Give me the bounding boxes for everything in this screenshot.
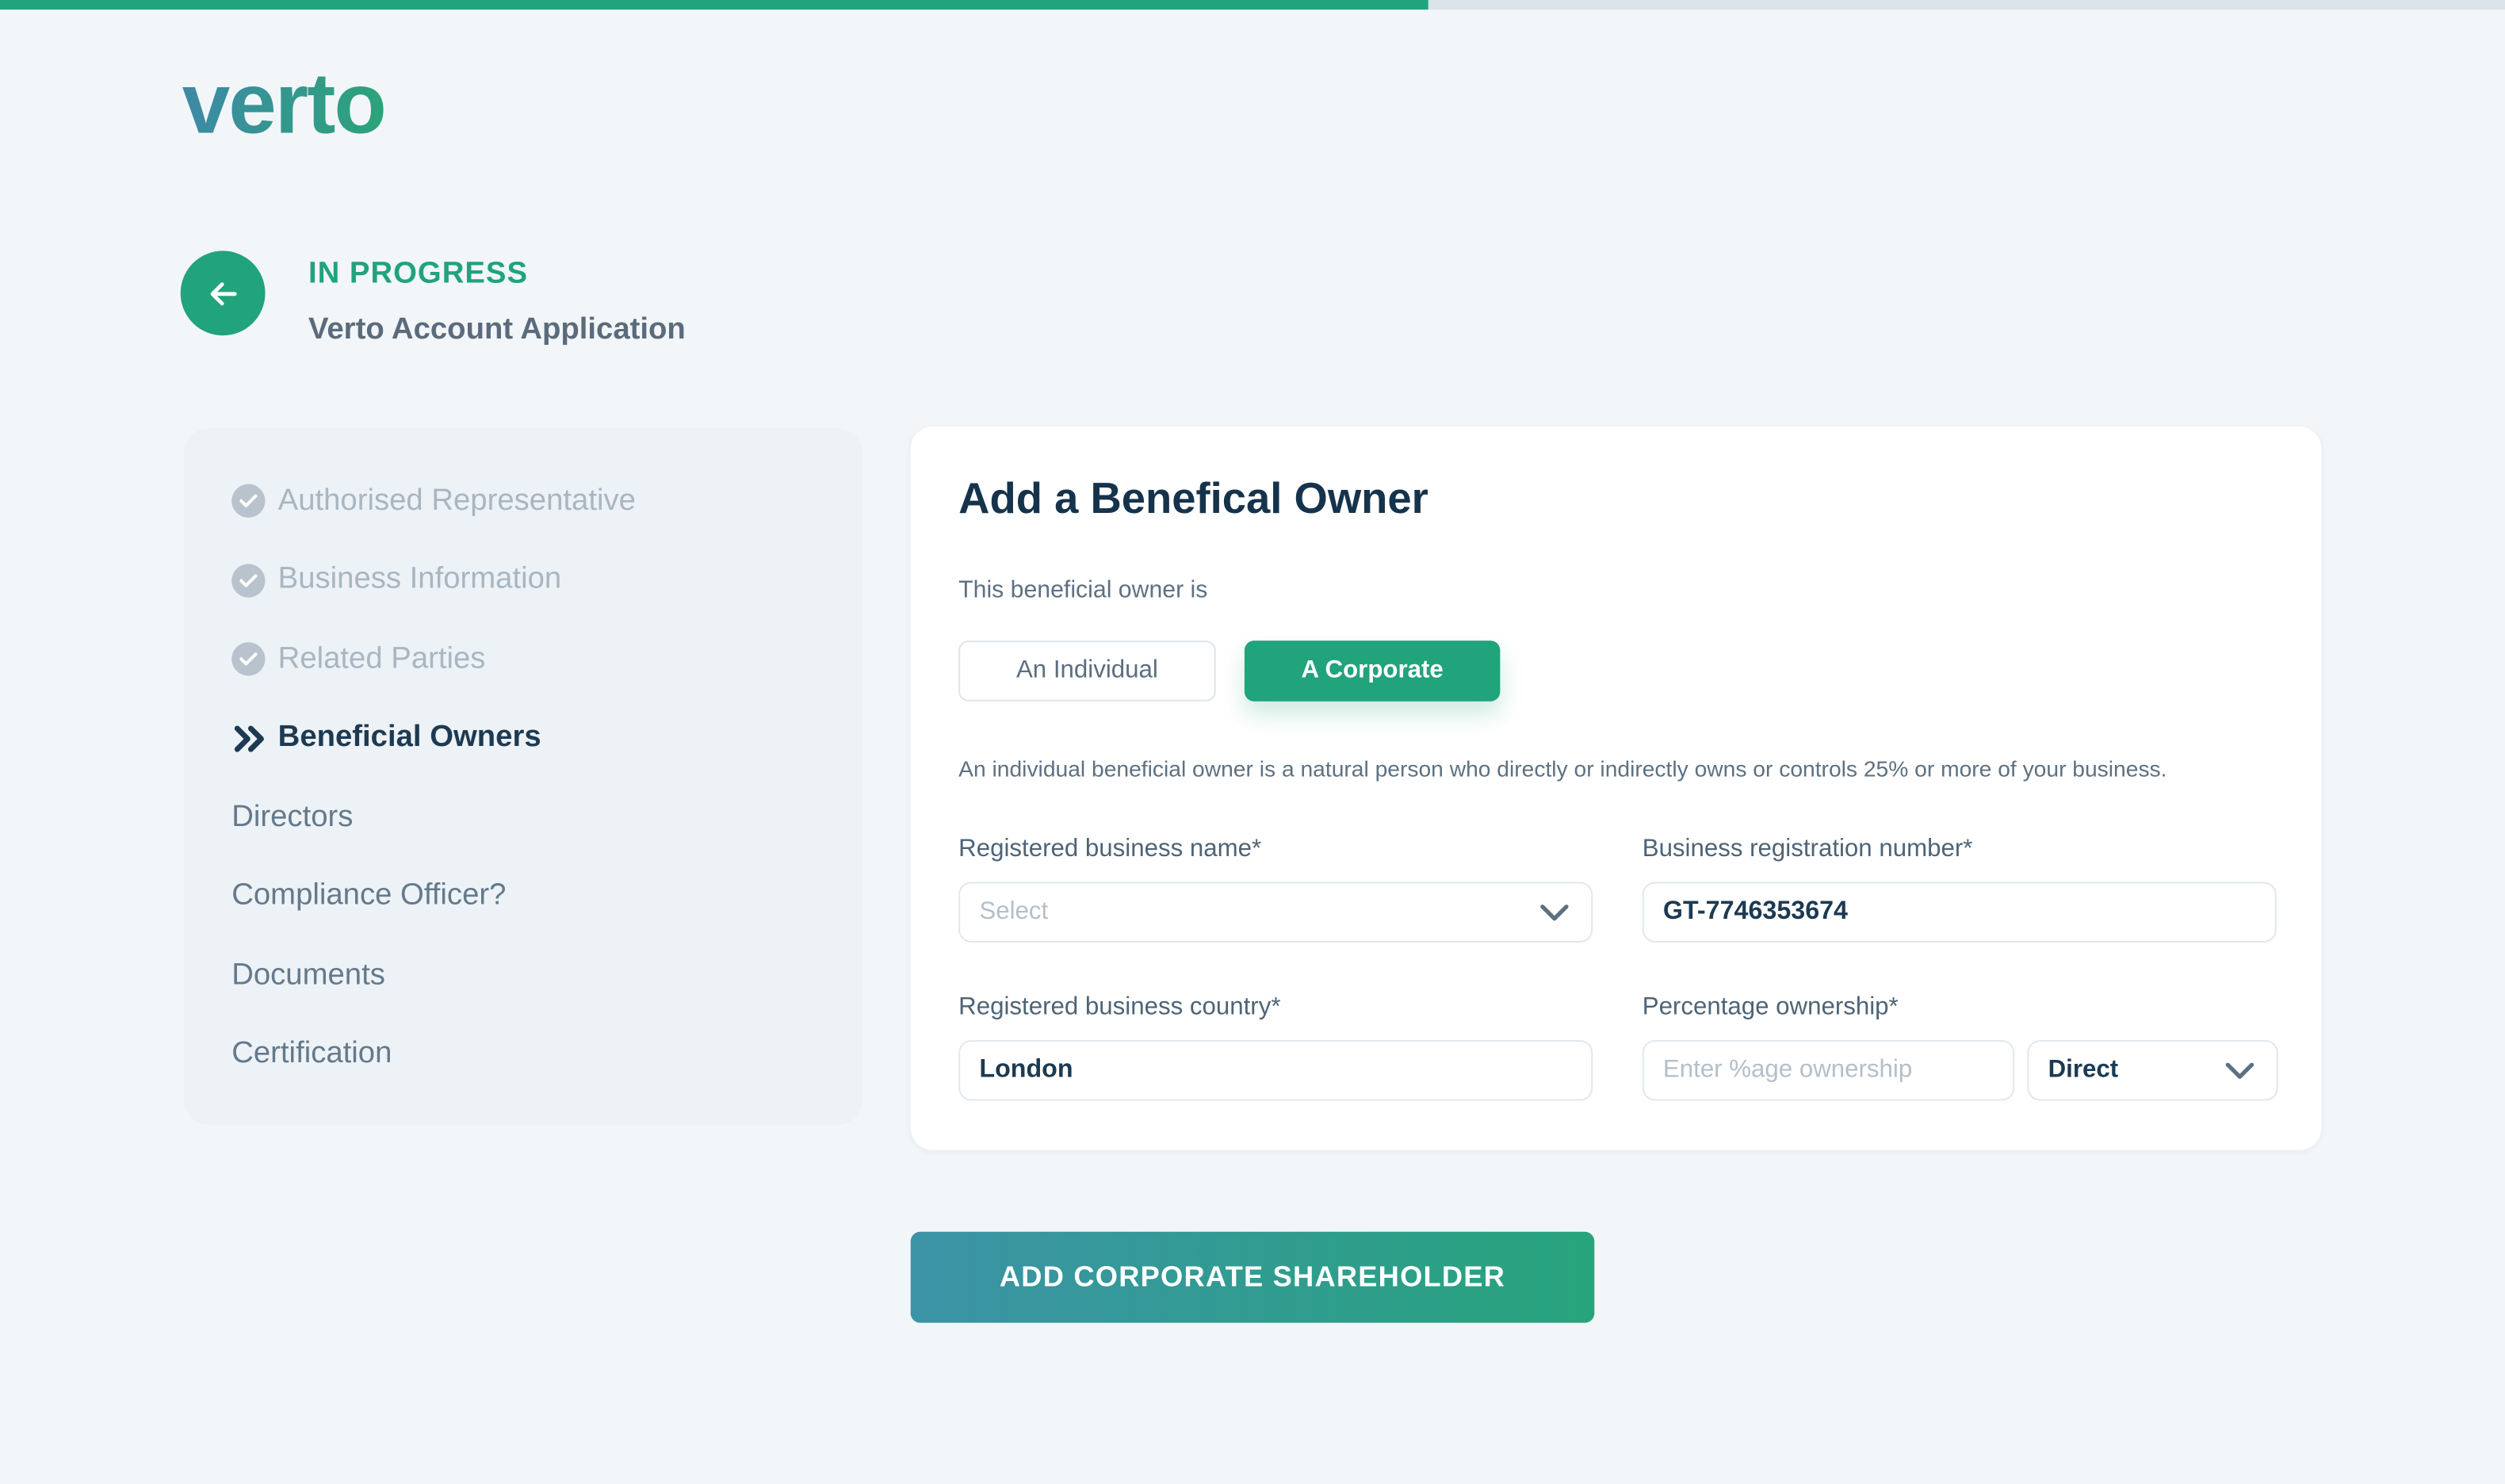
ownership-type-value: Direct bbox=[2048, 1056, 2119, 1084]
business-registration-number-input[interactable] bbox=[1642, 882, 2277, 943]
owner-type-corporate-button[interactable]: A Corporate bbox=[1244, 641, 1501, 702]
back-button[interactable] bbox=[180, 251, 266, 336]
steps-sidebar: Authorised Representative Business Infor… bbox=[183, 428, 863, 1125]
select-placeholder: Select bbox=[979, 897, 1049, 925]
cta-label: ADD CORPORATE SHAREHOLDER bbox=[999, 1260, 1506, 1293]
status-badge: IN PROGRESS bbox=[308, 257, 529, 291]
sidebar-item-label: Compliance Officer? bbox=[231, 878, 507, 913]
owner-type-label: This beneficial owner is bbox=[958, 576, 1208, 604]
registered-business-country-label: Registered business country* bbox=[958, 993, 1281, 1021]
sidebar-item-label: Authorised Representative bbox=[277, 484, 636, 518]
verto-logo: verto bbox=[182, 55, 387, 152]
double-chevron-right-icon bbox=[231, 721, 265, 755]
beneficial-owner-helper-text: An individual beneficial owner is a natu… bbox=[958, 755, 2167, 782]
sidebar-item-label: Business Information bbox=[277, 562, 562, 597]
sidebar-item-certification[interactable]: Certification bbox=[184, 1015, 863, 1095]
sidebar-item-beneficial-owners[interactable]: Beneficial Owners bbox=[184, 699, 863, 778]
arrow-left-icon bbox=[204, 274, 242, 312]
percentage-ownership-input[interactable] bbox=[1642, 1039, 2015, 1101]
sidebar-item-label: Related Parties bbox=[277, 641, 486, 675]
sidebar-item-documents[interactable]: Documents bbox=[184, 936, 863, 1015]
registered-business-name-select[interactable]: Select bbox=[958, 882, 1593, 943]
business-registration-number-label: Business registration number* bbox=[1642, 836, 1973, 863]
sidebar-item-business-information[interactable]: Business Information bbox=[184, 541, 863, 620]
sidebar-item-label: Directors bbox=[231, 800, 354, 834]
check-circle-icon bbox=[231, 484, 266, 518]
sidebar-item-directors[interactable]: Directors bbox=[184, 778, 863, 857]
check-circle-icon bbox=[231, 563, 266, 598]
add-beneficial-owner-panel: Add a Benefical Owner This beneficial ow… bbox=[910, 426, 2322, 1151]
sidebar-item-authorised-representative[interactable]: Authorised Representative bbox=[184, 461, 863, 541]
page-title: Verto Account Application bbox=[308, 312, 686, 347]
owner-type-individual-button[interactable]: An Individual bbox=[958, 641, 1216, 702]
progress-bar-track bbox=[0, 0, 2505, 10]
registered-business-name-label: Registered business name* bbox=[958, 836, 1262, 863]
percentage-ownership-label: Percentage ownership* bbox=[1642, 993, 1899, 1021]
sidebar-item-label: Certification bbox=[231, 1037, 392, 1071]
progress-bar-fill bbox=[0, 0, 1428, 10]
registered-business-country-input[interactable] bbox=[958, 1039, 1593, 1101]
panel-title: Add a Benefical Owner bbox=[958, 474, 1428, 523]
add-corporate-shareholder-button[interactable]: ADD CORPORATE SHAREHOLDER bbox=[910, 1231, 1595, 1323]
chevron-down-icon bbox=[1540, 904, 1569, 921]
sidebar-item-label: Documents bbox=[231, 958, 385, 992]
chevron-down-icon bbox=[2225, 1061, 2254, 1079]
ownership-type-select[interactable]: Direct bbox=[2027, 1039, 2278, 1101]
sidebar-item-compliance-officer[interactable]: Compliance Officer? bbox=[184, 857, 863, 936]
owner-type-corporate-label: A Corporate bbox=[1301, 656, 1444, 684]
check-circle-icon bbox=[231, 642, 266, 676]
sidebar-item-label: Beneficial Owners bbox=[277, 721, 541, 755]
sidebar-item-related-parties[interactable]: Related Parties bbox=[184, 620, 863, 699]
owner-type-individual-label: An Individual bbox=[1015, 656, 1158, 684]
